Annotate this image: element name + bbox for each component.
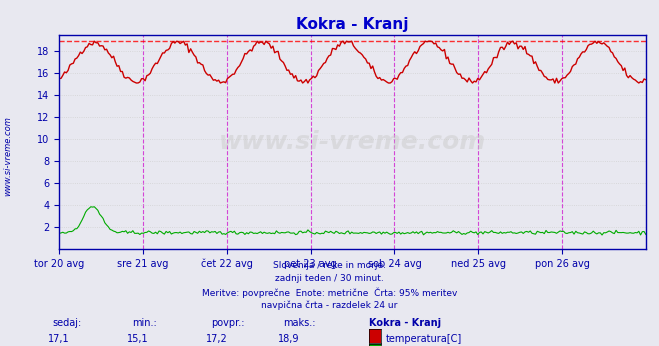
Text: maks.:: maks.: [283,318,316,328]
Text: sedaj:: sedaj: [53,318,82,328]
Text: Slovenija / reke in morje.: Slovenija / reke in morje. [273,261,386,270]
Text: Kokra - Kranj: Kokra - Kranj [369,318,441,328]
Text: 17,2: 17,2 [206,334,227,344]
Text: zadnji teden / 30 minut.: zadnji teden / 30 minut. [275,274,384,283]
Text: Meritve: povprečne  Enote: metrične  Črta: 95% meritev: Meritve: povprečne Enote: metrične Črta:… [202,288,457,298]
Text: 15,1: 15,1 [127,334,148,344]
Text: www.si-vreme.com: www.si-vreme.com [219,130,486,154]
Text: navpična črta - razdelek 24 ur: navpična črta - razdelek 24 ur [262,301,397,310]
Text: min.:: min.: [132,318,157,328]
Text: 17,1: 17,1 [47,334,69,344]
Title: Kokra - Kranj: Kokra - Kranj [297,17,409,32]
Text: povpr.:: povpr.: [211,318,244,328]
Text: www.si-vreme.com: www.si-vreme.com [3,116,13,195]
Text: temperatura[C]: temperatura[C] [386,334,463,344]
Text: 18,9: 18,9 [278,334,300,344]
